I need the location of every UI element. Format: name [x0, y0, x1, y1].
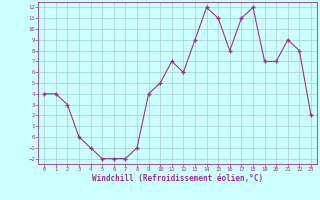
X-axis label: Windchill (Refroidissement éolien,°C): Windchill (Refroidissement éolien,°C)	[92, 174, 263, 183]
